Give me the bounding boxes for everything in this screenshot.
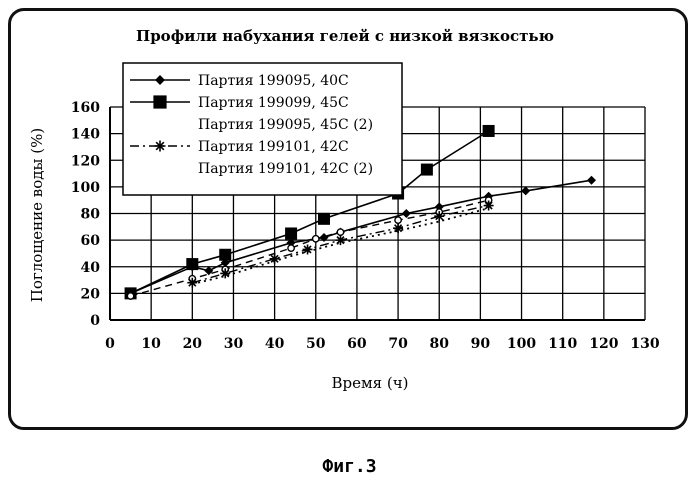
legend-entry: Партия 199095, 45С (2) [198,117,373,133]
x-tick-label: 50 [306,336,326,352]
y-tick-label: 160 [71,100,100,116]
legend-label: Партия 199095, 40С [198,73,349,89]
y-tick-label: 140 [71,127,100,143]
series-line [192,208,488,284]
data-point [521,186,530,195]
chart-title: Профили набухания гелей с низкой вязкост… [136,27,554,45]
y-tick-label: 80 [81,207,101,223]
data-point [155,141,166,152]
y-tick-label: 120 [71,153,100,169]
data-point [318,213,330,225]
data-point [402,209,411,218]
y-tick-label: 0 [90,313,100,329]
x-tick-label: 100 [507,336,536,352]
x-axis-label: Время (ч) [331,374,408,392]
y-axis-label: Поглощение воды (%) [28,128,46,302]
legend-label: Партия 199099, 45С [198,95,349,111]
data-point [587,176,596,185]
legend: Партия 199095, 40С Партия 199099, 45С Парт… [123,63,402,195]
x-tick-label: 120 [589,336,618,352]
x-tick-label: 80 [429,336,449,352]
x-tick-label: 20 [183,336,203,352]
x-tick-label: 110 [548,336,577,352]
data-point [204,266,213,275]
data-point [337,229,343,235]
data-point [421,164,433,176]
figure-caption: Фиг.3 [0,456,699,477]
series-line [131,180,592,293]
y-tick-label: 60 [81,233,101,249]
legend-label: Партия 199101, 42С [198,139,349,155]
data-point [186,258,198,270]
x-tick-label: 60 [347,336,367,352]
legend-label: Партия 199095, 45С (2) [198,117,373,133]
y-tick-label: 20 [81,286,101,302]
y-tick-label: 40 [81,260,101,276]
legend-entry: Партия 199101, 42С (2) [198,161,373,177]
data-point [393,223,403,233]
x-tick-label: 130 [630,336,659,352]
y-tick-label: 100 [71,180,100,196]
data-point [303,244,313,254]
data-point [288,245,294,251]
legend-label: Партия 199101, 42С (2) [198,161,373,177]
x-tick-label: 30 [224,336,244,352]
x-tick-label: 40 [265,336,285,352]
data-point [270,254,280,264]
data-point [484,201,494,211]
data-point [395,217,401,223]
data-point [483,125,495,137]
series-none [192,208,488,284]
data-point [153,95,166,108]
x-tick-label: 70 [388,336,408,352]
chart-svg: Профили набухания гелей с низкой вязкост… [0,0,699,440]
data-point [285,227,297,239]
x-tick-label: 10 [141,336,161,352]
data-point [187,278,197,288]
data-point [219,249,231,261]
x-tick-label: 0 [105,336,115,352]
data-point [313,236,319,242]
legend-entry: Партия 199099, 45С [130,95,349,111]
x-tick-label: 90 [471,336,491,352]
data-point [127,293,133,299]
